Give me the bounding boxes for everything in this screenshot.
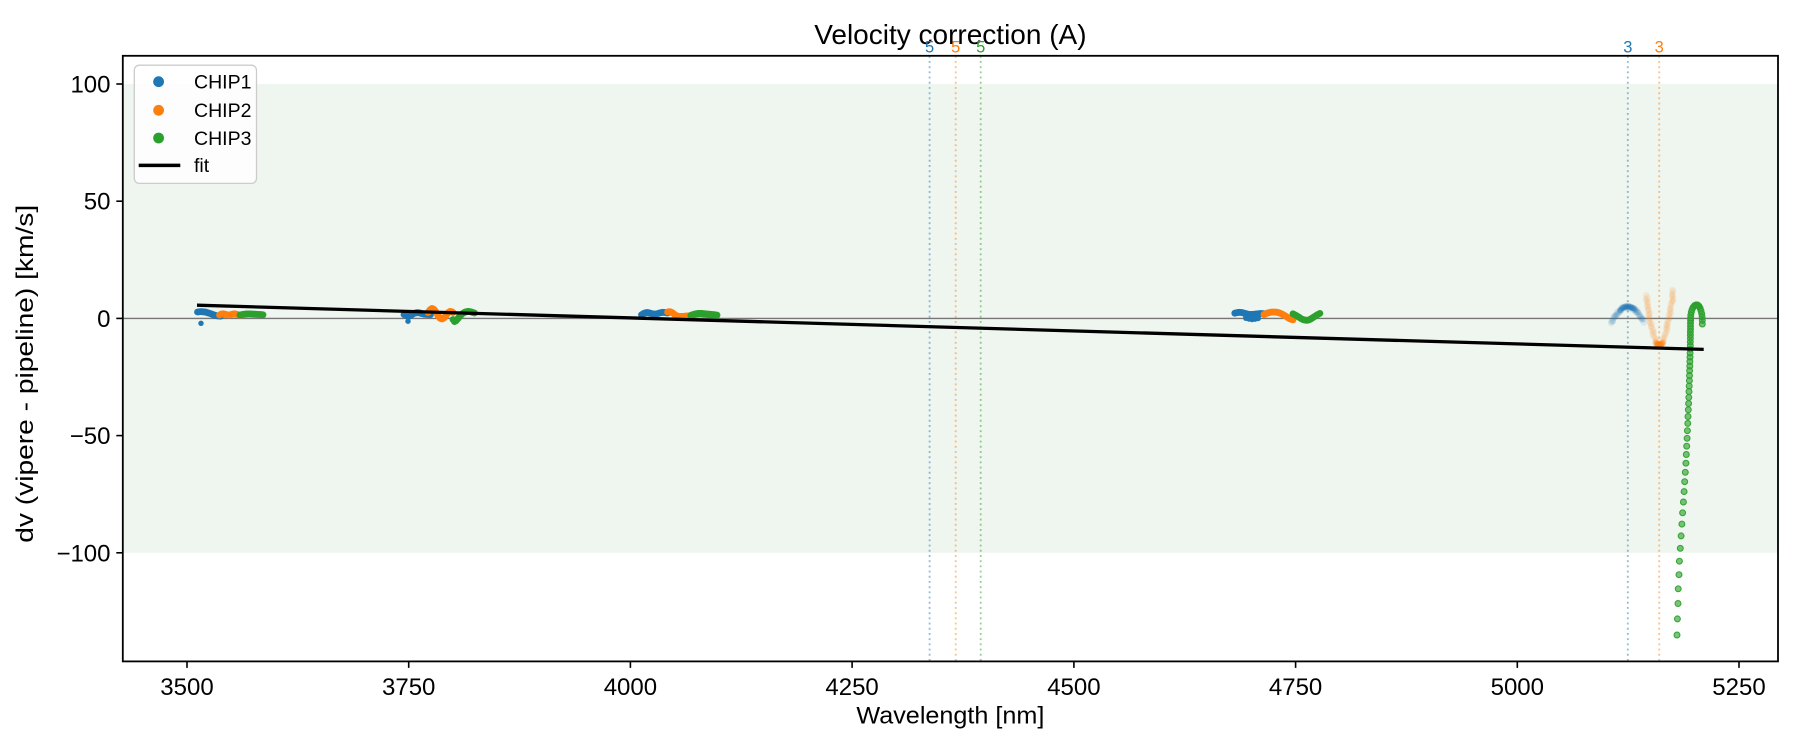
svg-text:CHIP3: CHIP3 xyxy=(194,128,251,150)
svg-text:4500: 4500 xyxy=(1047,674,1100,701)
svg-text:4750: 4750 xyxy=(1269,674,1322,701)
svg-text:4250: 4250 xyxy=(825,674,878,701)
svg-text:5: 5 xyxy=(976,39,985,57)
svg-text:3500: 3500 xyxy=(160,674,213,701)
svg-text:5250: 5250 xyxy=(1712,674,1765,701)
svg-text:5: 5 xyxy=(925,39,934,57)
svg-text:Velocity correction (A): Velocity correction (A) xyxy=(814,19,1086,50)
svg-text:fit: fit xyxy=(194,155,210,177)
svg-text:100: 100 xyxy=(70,72,110,99)
svg-text:CHIP2: CHIP2 xyxy=(194,100,251,122)
svg-text:dv (vipere - pipeline) [km/s]: dv (vipere - pipeline) [km/s] xyxy=(12,205,39,543)
svg-text:−50: −50 xyxy=(70,423,111,450)
svg-text:4000: 4000 xyxy=(604,674,657,701)
svg-text:5: 5 xyxy=(951,39,960,57)
svg-text:50: 50 xyxy=(84,189,111,216)
svg-text:3: 3 xyxy=(1623,39,1632,57)
svg-text:0: 0 xyxy=(97,306,110,333)
svg-text:3750: 3750 xyxy=(382,674,435,701)
svg-text:−100: −100 xyxy=(56,540,110,567)
svg-text:3: 3 xyxy=(1655,39,1664,57)
svg-text:5000: 5000 xyxy=(1491,674,1544,701)
svg-text:CHIP1: CHIP1 xyxy=(194,72,251,94)
svg-text:Wavelength [nm]: Wavelength [nm] xyxy=(856,703,1044,730)
